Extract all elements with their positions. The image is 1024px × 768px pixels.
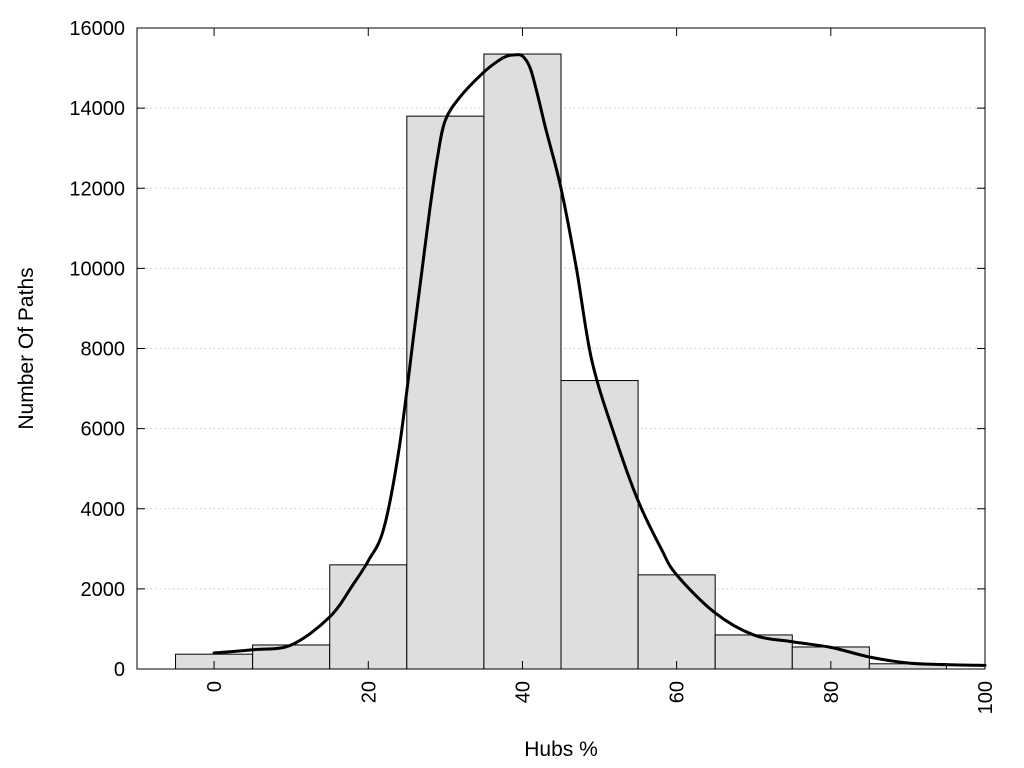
- x-tick-label: 40: [512, 681, 534, 703]
- y-tick-label: 14000: [69, 98, 125, 120]
- y-axis-label: Number Of Paths: [15, 267, 38, 429]
- histogram-bar: [406, 115, 485, 670]
- histogram-bar: [560, 380, 639, 670]
- y-tick-label: 12000: [69, 178, 125, 200]
- density-curve: [212, 53, 987, 667]
- histogram-bars: [175, 53, 947, 670]
- histogram-bar: [483, 53, 562, 670]
- x-tick-label: 100: [975, 681, 997, 714]
- y-tick-label: 10000: [69, 258, 125, 280]
- x-axis-ticks: 0 20 40 60 80 100: [204, 28, 997, 714]
- x-tick-label: 80: [821, 681, 843, 703]
- y-axis-ticks: 0 2000 4000 6000 8000 10000 12000 14000 16000: [69, 18, 985, 681]
- histogram-bar: [637, 574, 716, 670]
- x-tick-label: 0: [204, 681, 226, 692]
- y-tick-label: 0: [114, 659, 125, 681]
- y-tick-label: 2000: [81, 579, 126, 601]
- y-tick-label: 4000: [81, 499, 126, 521]
- y-tick-label: 16000: [69, 18, 125, 40]
- x-tick-label: 20: [358, 681, 380, 703]
- y-tick-label: 8000: [81, 339, 126, 361]
- y-tick-label: 6000: [81, 419, 126, 441]
- x-axis-label: Hubs %: [524, 738, 598, 761]
- x-tick-label: 60: [667, 681, 689, 703]
- histogram-bar: [329, 564, 408, 670]
